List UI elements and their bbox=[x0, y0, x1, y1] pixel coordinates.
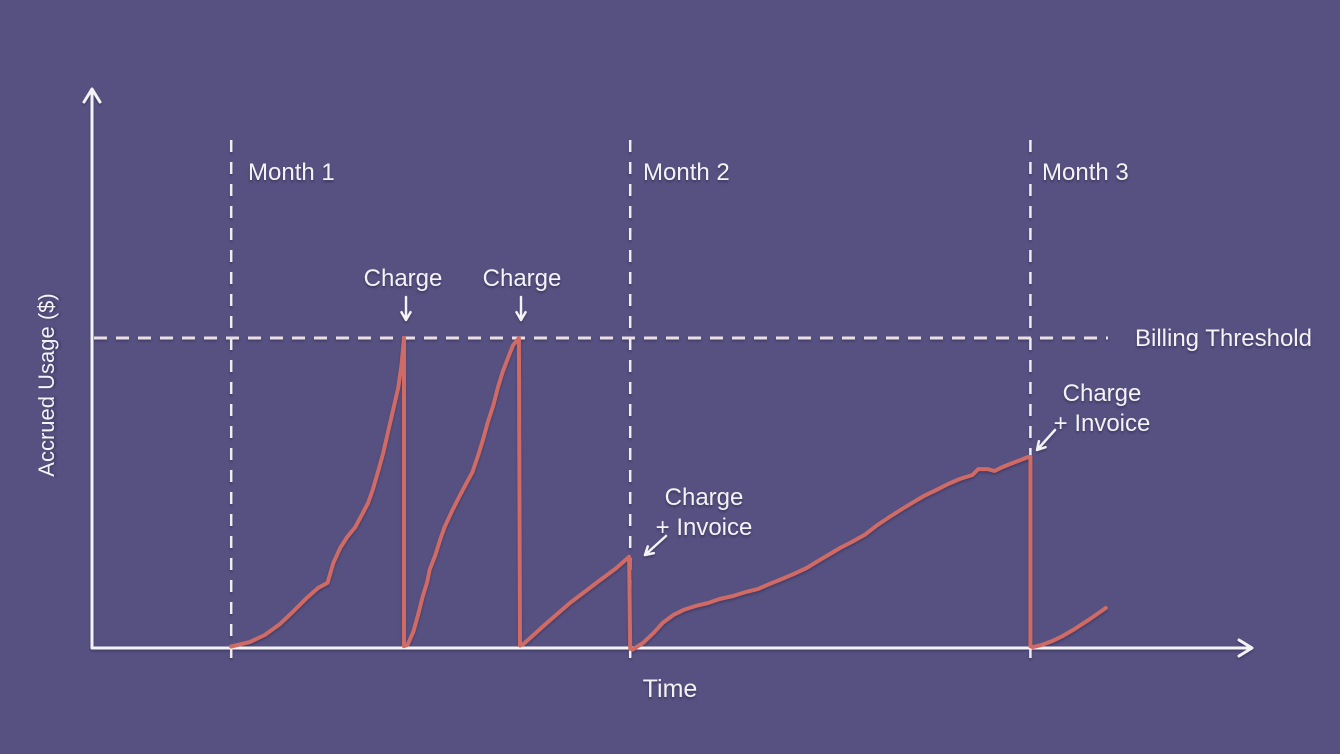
month-1-label: Month 1 bbox=[248, 159, 335, 186]
charge-label-2: Charge bbox=[482, 265, 562, 292]
event-arrow-icon-1 bbox=[400, 295, 412, 322]
event-arrow-icon-4 bbox=[1035, 428, 1057, 452]
charge-label-1: Charge bbox=[363, 265, 443, 292]
charge-invoice-line-1: Charge bbox=[1062, 380, 1142, 407]
month-2-label: Month 2 bbox=[643, 159, 730, 186]
y-axis-label: Accrued Usage ($) bbox=[34, 293, 59, 477]
axes bbox=[90, 89, 1252, 650]
billing-threshold-label: Billing Threshold bbox=[1135, 325, 1312, 352]
event-arrow-icon-3 bbox=[643, 534, 668, 557]
y-axis-arrow-icon bbox=[82, 87, 102, 104]
x-axis-arrow-icon bbox=[1237, 638, 1254, 658]
charge-invoice-label-2: Charge + Invoice bbox=[1054, 379, 1151, 439]
charge-invoice-label-1: Charge + Invoice bbox=[656, 483, 753, 543]
x-axis-label: Time bbox=[642, 675, 698, 703]
charge-invoice-line-1: Charge bbox=[664, 484, 744, 511]
month-3-label: Month 3 bbox=[1042, 159, 1129, 186]
accrued-usage-line bbox=[229, 336, 1108, 652]
charge-invoice-line-2: + Invoice bbox=[655, 514, 753, 541]
charge-invoice-line-2: + Invoice bbox=[1053, 410, 1151, 437]
event-arrow-icon-2 bbox=[515, 295, 527, 322]
